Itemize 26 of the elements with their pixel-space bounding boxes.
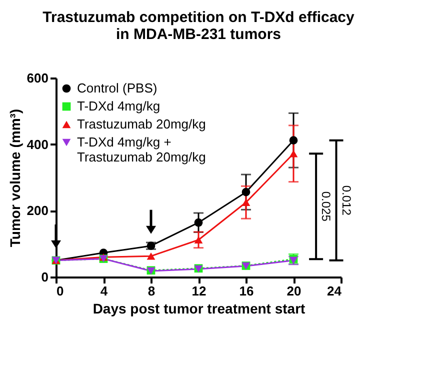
point: [289, 136, 298, 145]
chart-title: Trastuzumab competition on T-DXd efficacy in MDA-MB-231 tumors: [42, 9, 356, 43]
point: [146, 252, 156, 260]
legend-label: T-DXd 4mg/kg + Trastuzumab 20mg/kg: [77, 134, 206, 164]
legend-label: T-DXd 4mg/kg: [77, 98, 160, 114]
x-tick-label: 20: [286, 284, 302, 298]
y-tick-label: 200: [26, 203, 48, 218]
y-tick-label: 400: [26, 136, 48, 152]
x-tick-label: 12: [192, 284, 206, 298]
point: [194, 218, 203, 227]
legend-label: Trastuzumab 20mg/kg: [77, 116, 206, 132]
legend-label: Control (PBS): [77, 80, 158, 96]
point: [194, 236, 203, 244]
x-axis-title: Days post tumor treatment start: [92, 300, 306, 316]
annotation: 0.012: [339, 185, 354, 216]
annotation: 0.025: [319, 191, 334, 222]
y-tick-label: 600: [26, 70, 48, 86]
point: [242, 188, 250, 196]
x-tick-label: 16: [239, 284, 254, 298]
y-tick-label: 0: [41, 270, 48, 284]
x-tick-label: 8: [148, 284, 156, 298]
y-axis-title: Tumor volume (mm³): [6, 108, 23, 248]
x-tick-label: 0: [56, 284, 64, 298]
point: [242, 198, 250, 206]
x-tick-label: 4: [100, 284, 108, 298]
x-tick-label: 24: [327, 284, 342, 298]
